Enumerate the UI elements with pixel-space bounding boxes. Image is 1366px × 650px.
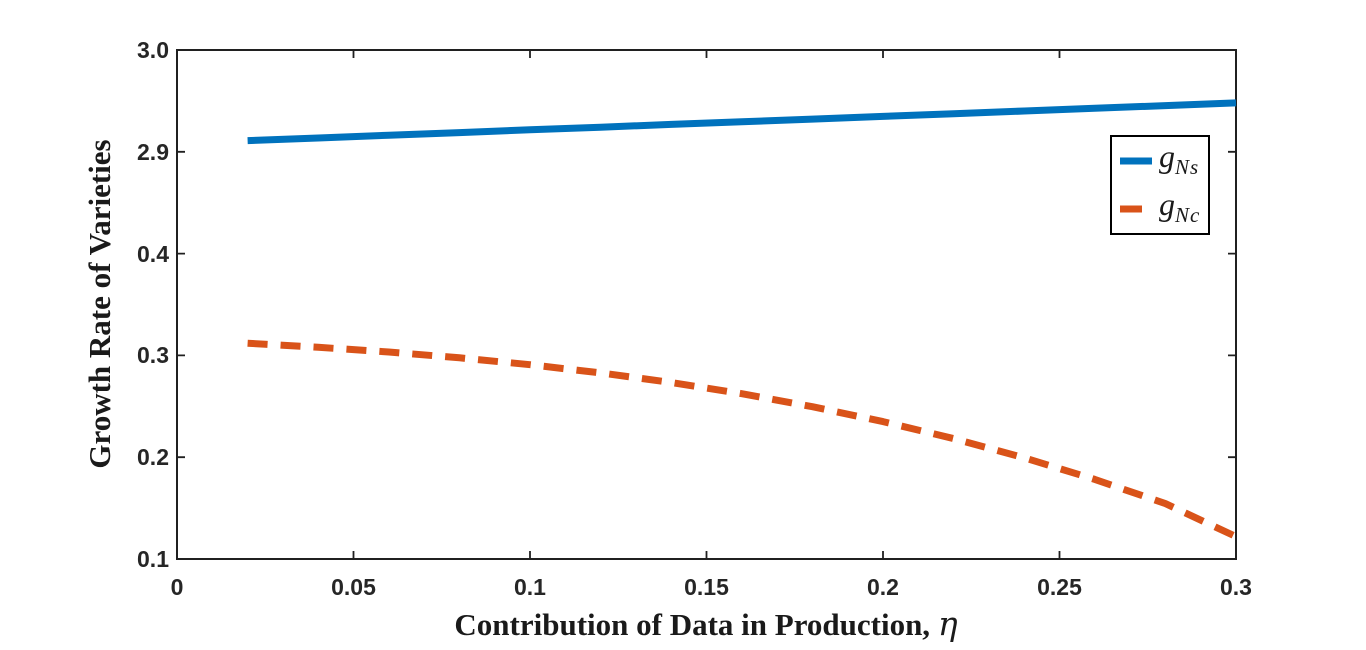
x-tick-label: 0.15 [684,574,729,600]
axis-ticks [176,49,1237,560]
x-axis-title: Contribution of Data in Production, η [306,603,1106,645]
y-tick-label: 0.4 [137,240,169,267]
line-gNc [247,339,1238,540]
x-tick-label: 0.3 [1220,574,1252,600]
legend-solid-line-sample [1120,157,1152,165]
legend: gNs gNc [1110,135,1210,235]
legend-entry-gNs: gNs [1112,137,1208,185]
legend-dashed-line-sample [1120,205,1142,213]
legend-entry-gNc: gNc [1112,185,1208,233]
eta-symbol: η [937,604,958,643]
x-axis-title-text: Contribution of Data in Production, [454,607,938,642]
legend-label-gNs: gNs [1159,137,1200,179]
y-tick-label: 0.2 [137,444,169,471]
x-tick-label: 0.25 [1037,574,1082,600]
legend-label-gNc: gNc [1159,185,1201,227]
x-tick-label: 0.2 [867,574,899,600]
x-tick-label: 0 [170,574,184,600]
y-tick-label: 2.9 [137,138,169,165]
x-tick-label: 0.05 [331,574,376,600]
y-tick-label: 3.0 [137,37,169,63]
y-tick-label: 0.1 [137,546,169,572]
x-tick-label: 0.1 [514,574,546,600]
y-tick-label: 0.3 [137,342,169,369]
y-axis-title: Growth Rate of Varieties [82,139,117,469]
line-gNs [247,99,1237,145]
